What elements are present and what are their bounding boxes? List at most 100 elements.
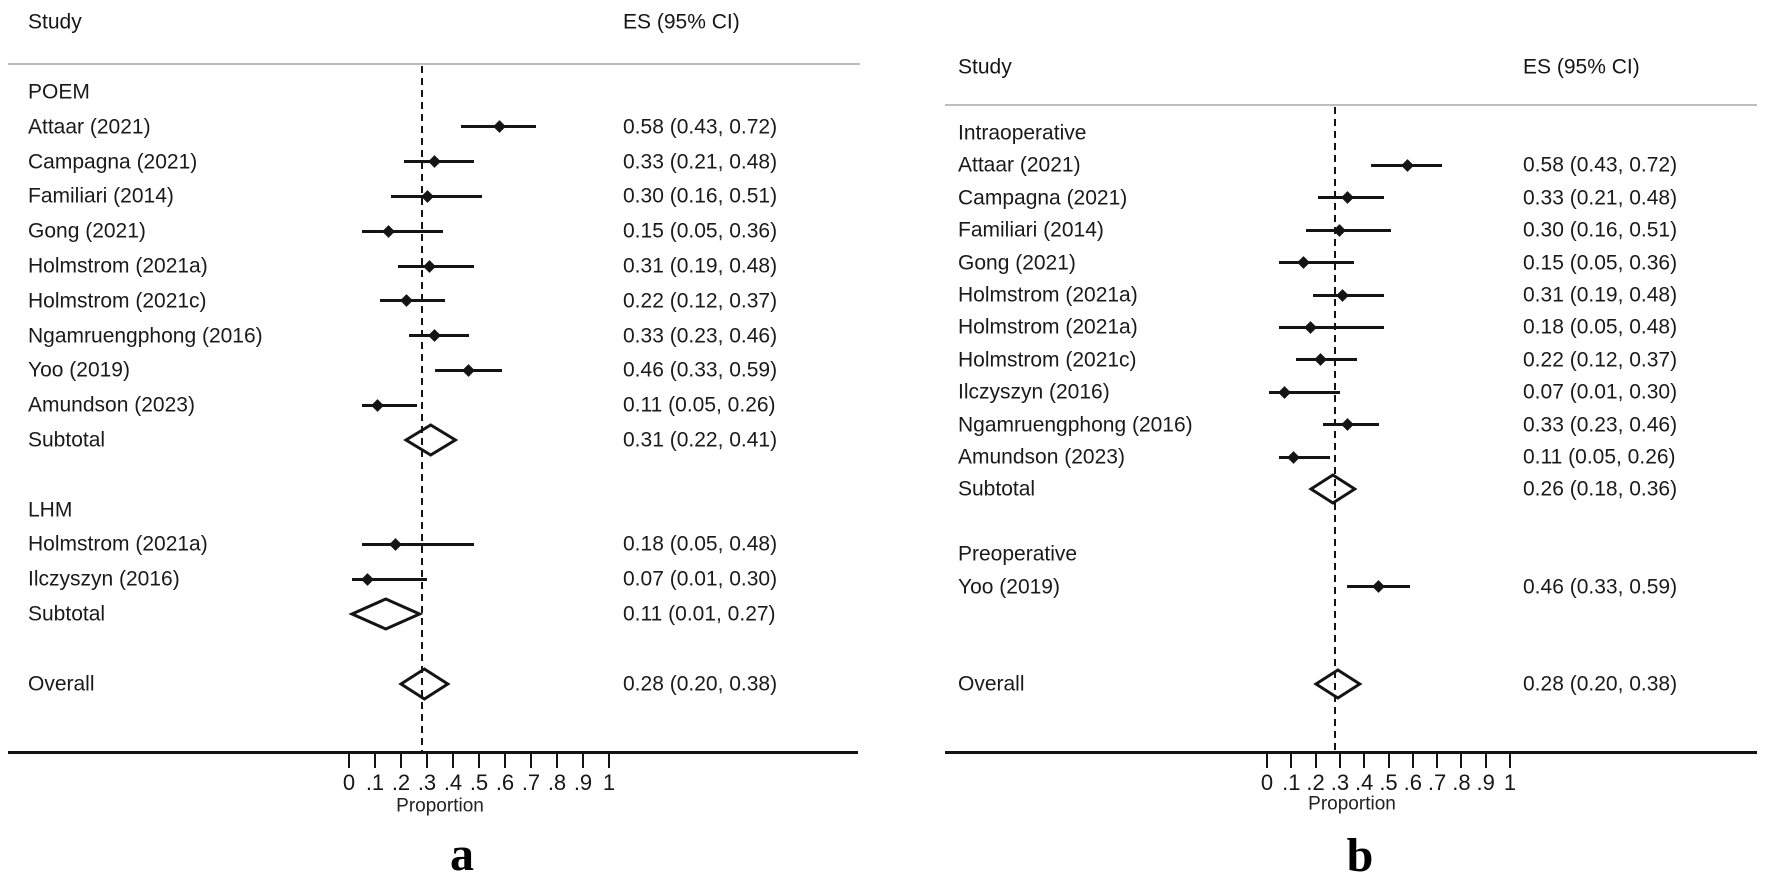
point-marker bbox=[1372, 580, 1386, 593]
es-value: 0.15 (0.05, 0.36) bbox=[623, 219, 778, 243]
x-axis-tick-label: .8 bbox=[1452, 770, 1471, 795]
es-value: 0.33 (0.21, 0.48) bbox=[1523, 186, 1678, 210]
study-label: Holmstrom (2021a) bbox=[28, 254, 208, 278]
x-axis-tick bbox=[530, 752, 532, 768]
x-axis-tick bbox=[1290, 752, 1293, 768]
study-label: Familiari (2014) bbox=[958, 218, 1104, 242]
x-axis-tick bbox=[504, 752, 506, 768]
dashed-reference-line bbox=[1334, 107, 1337, 752]
es-value: 0.31 (0.22, 0.41) bbox=[623, 428, 778, 452]
x-axis-tick-label: .5 bbox=[1379, 770, 1398, 795]
study-label: Gong (2021) bbox=[28, 219, 146, 243]
study-column-header: Study bbox=[958, 55, 1012, 79]
study-label: Ngamruengphong (2016) bbox=[28, 324, 263, 348]
pooled-diamond bbox=[403, 423, 459, 457]
x-axis-tick-label: .7 bbox=[521, 770, 541, 795]
ci-line bbox=[1269, 390, 1340, 394]
x-axis-tick-label: .4 bbox=[443, 770, 463, 795]
x-axis-tick bbox=[1411, 752, 1414, 768]
es-value: 0.46 (0.33, 0.59) bbox=[623, 358, 778, 382]
es-value: 0.18 (0.05, 0.48) bbox=[623, 532, 778, 556]
es-value: 0.30 (0.16, 0.51) bbox=[623, 184, 778, 208]
study-label: Familiari (2014) bbox=[28, 184, 174, 208]
ci-line bbox=[1279, 325, 1384, 329]
group-label: POEM bbox=[28, 80, 90, 104]
study-label: Holmstrom (2021c) bbox=[28, 289, 207, 313]
panel-letter: a bbox=[450, 828, 474, 877]
es-value: 0.30 (0.16, 0.51) bbox=[1523, 218, 1678, 242]
es-value: 0.18 (0.05, 0.48) bbox=[1523, 315, 1678, 339]
es-value: 0.11 (0.01, 0.27) bbox=[623, 602, 776, 626]
point-marker bbox=[1314, 353, 1327, 367]
point-marker bbox=[1287, 450, 1301, 464]
ci-line bbox=[1279, 455, 1331, 459]
x-axis-tick bbox=[1363, 752, 1366, 768]
x-axis-tick bbox=[608, 752, 610, 768]
point-marker bbox=[1297, 256, 1310, 269]
group-label: Intraoperative bbox=[958, 121, 1087, 145]
x-axis-tick bbox=[478, 752, 480, 768]
study-column-header: Study bbox=[28, 10, 82, 34]
x-axis-tick bbox=[1266, 752, 1268, 768]
header-separator bbox=[945, 104, 1757, 106]
x-axis-tick bbox=[400, 752, 402, 768]
x-axis-tick-label: .3 bbox=[1330, 770, 1350, 795]
study-label: Attaar (2021) bbox=[28, 115, 151, 139]
es-value: 0.58 (0.43, 0.72) bbox=[1523, 153, 1678, 177]
ci-line bbox=[1305, 228, 1391, 232]
x-axis-title: Proportion bbox=[396, 795, 484, 817]
ci-line bbox=[362, 229, 443, 233]
group-label: LHM bbox=[28, 498, 73, 522]
x-axis-tick-label: .9 bbox=[1476, 770, 1495, 795]
es-value: 0.31 (0.19, 0.48) bbox=[1523, 283, 1678, 307]
point-marker bbox=[1335, 288, 1349, 302]
es-value: 0.31 (0.19, 0.48) bbox=[623, 254, 778, 278]
x-axis-tick bbox=[1387, 752, 1390, 768]
x-axis-tick-label: .1 bbox=[1282, 770, 1301, 795]
ci-line bbox=[390, 194, 482, 198]
x-axis-tick bbox=[374, 752, 376, 768]
study-label: Holmstrom (2021c) bbox=[958, 348, 1137, 372]
es-value: 0.28 (0.20, 0.38) bbox=[623, 672, 778, 696]
x-axis-tick-label: 0 bbox=[1260, 770, 1274, 795]
es-value: 0.07 (0.01, 0.30) bbox=[623, 567, 778, 591]
es-value: 0.15 (0.05, 0.36) bbox=[1523, 251, 1678, 275]
point-marker bbox=[1340, 418, 1354, 431]
study-label: Attaar (2021) bbox=[958, 153, 1081, 177]
es-value: 0.28 (0.20, 0.38) bbox=[1523, 672, 1678, 696]
study-label: Ngamruengphong (2016) bbox=[958, 413, 1193, 437]
point-marker bbox=[1277, 385, 1291, 399]
es-value: 0.33 (0.23, 0.46) bbox=[623, 324, 778, 348]
es-column-header: ES (95% CI) bbox=[1523, 55, 1640, 79]
x-axis-line bbox=[945, 751, 1757, 754]
study-label: Holmstrom (2021a) bbox=[28, 532, 208, 556]
dashed-reference-line bbox=[420, 66, 423, 752]
x-axis-tick bbox=[426, 752, 428, 768]
x-axis-tick bbox=[1314, 752, 1317, 768]
overall-label: Overall bbox=[28, 672, 95, 696]
pooled-diamond bbox=[398, 666, 451, 701]
x-axis-tick-label: .7 bbox=[1427, 770, 1447, 795]
es-value: 0.26 (0.18, 0.36) bbox=[1523, 477, 1678, 501]
study-label: Yoo (2019) bbox=[958, 575, 1060, 599]
es-value: 0.11 (0.05, 0.26) bbox=[1523, 445, 1676, 469]
es-value: 0.22 (0.12, 0.37) bbox=[1523, 348, 1678, 372]
es-value: 0.58 (0.43, 0.72) bbox=[623, 115, 778, 139]
point-marker bbox=[1401, 159, 1415, 172]
x-axis-tick bbox=[1484, 752, 1487, 768]
x-axis-tick-label: .1 bbox=[365, 770, 385, 795]
study-label: Campagna (2021) bbox=[28, 150, 198, 174]
x-axis-line bbox=[8, 751, 858, 754]
x-axis-tick bbox=[556, 752, 558, 768]
x-axis-tick bbox=[1460, 752, 1463, 768]
overall-label: Overall bbox=[958, 672, 1025, 696]
point-marker bbox=[1340, 191, 1354, 205]
point-marker bbox=[1304, 321, 1318, 334]
x-axis-tick bbox=[348, 752, 350, 768]
x-axis-tick-label: 1 bbox=[602, 770, 616, 795]
ci-line bbox=[1279, 261, 1355, 265]
es-value: 0.11 (0.05, 0.26) bbox=[623, 393, 776, 417]
x-axis-tick-label: .3 bbox=[417, 770, 437, 795]
panel-letter: b bbox=[1346, 829, 1374, 877]
